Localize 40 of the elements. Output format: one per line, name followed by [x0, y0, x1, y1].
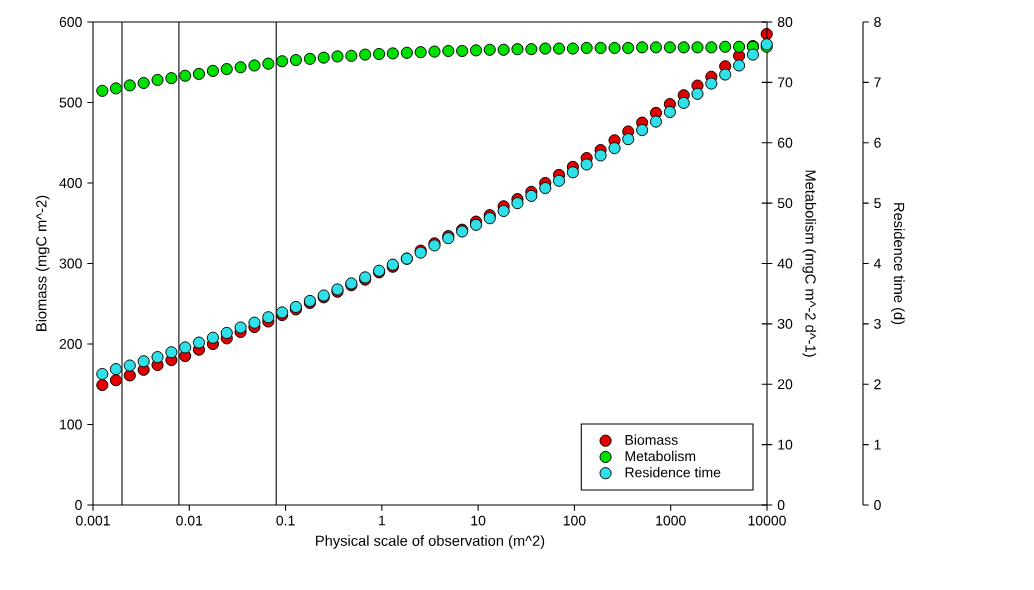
y-tick-label: 100	[60, 419, 82, 430]
y3-tick-label: 2	[874, 379, 881, 390]
y3-tick-label: 4	[873, 258, 881, 269]
x-tick-label: 0.1	[276, 515, 295, 526]
x-axis-title: Physical scale of observation (m^2)	[316, 535, 545, 549]
y-tick-label: 200	[59, 339, 82, 349]
legend-label: Residence time	[625, 467, 721, 478]
y2-tick-label: 50	[777, 198, 793, 209]
y2-tick-label: 10	[778, 439, 793, 450]
y3-tick-label: 5	[874, 198, 881, 209]
x-tick-label: 10	[471, 515, 486, 526]
y-tick-label: 600	[59, 17, 82, 27]
y3-tick-label: 8	[874, 17, 881, 27]
x-tick-label: 0.001	[76, 515, 110, 526]
y3-axis-title: Residence time (d)	[891, 203, 905, 325]
y-tick-label: 300	[59, 258, 82, 269]
x-tick-label: 1	[379, 515, 386, 526]
y2-tick-label: 80	[777, 17, 793, 27]
y3-tick-label: 3	[874, 318, 881, 329]
y2-tick-label: 30	[777, 318, 793, 329]
y3-tick-label: 7	[874, 77, 881, 88]
y3-tick-label: 0	[874, 500, 881, 510]
y2-tick-label: 20	[777, 379, 793, 390]
y-tick-label: 0	[75, 500, 82, 510]
y2-axis-title: Metabolism (mgC m^-2 d^-1)	[802, 170, 817, 357]
x-tick-label: 10000	[748, 515, 786, 526]
x-tick-label: 1000	[656, 515, 686, 526]
y-tick-label: 400	[59, 178, 82, 188]
legend-label: Biomass	[625, 434, 678, 445]
y-axis-title: Biomass (mgC m^-2)	[35, 195, 50, 331]
y2-tick-label: 70	[777, 77, 793, 88]
y3-tick-label: 1	[874, 439, 881, 450]
y2-tick-label: 40	[777, 258, 793, 269]
y2-tick-label: 60	[777, 137, 793, 148]
x-tick-label: 100	[563, 515, 586, 526]
y2-tick-label: 0	[777, 500, 785, 510]
y-tick-label: 500	[59, 97, 82, 108]
legend-label: Metabolism	[625, 450, 696, 462]
x-tick-label: 0.01	[176, 515, 203, 526]
y3-tick-label: 6	[874, 137, 881, 148]
